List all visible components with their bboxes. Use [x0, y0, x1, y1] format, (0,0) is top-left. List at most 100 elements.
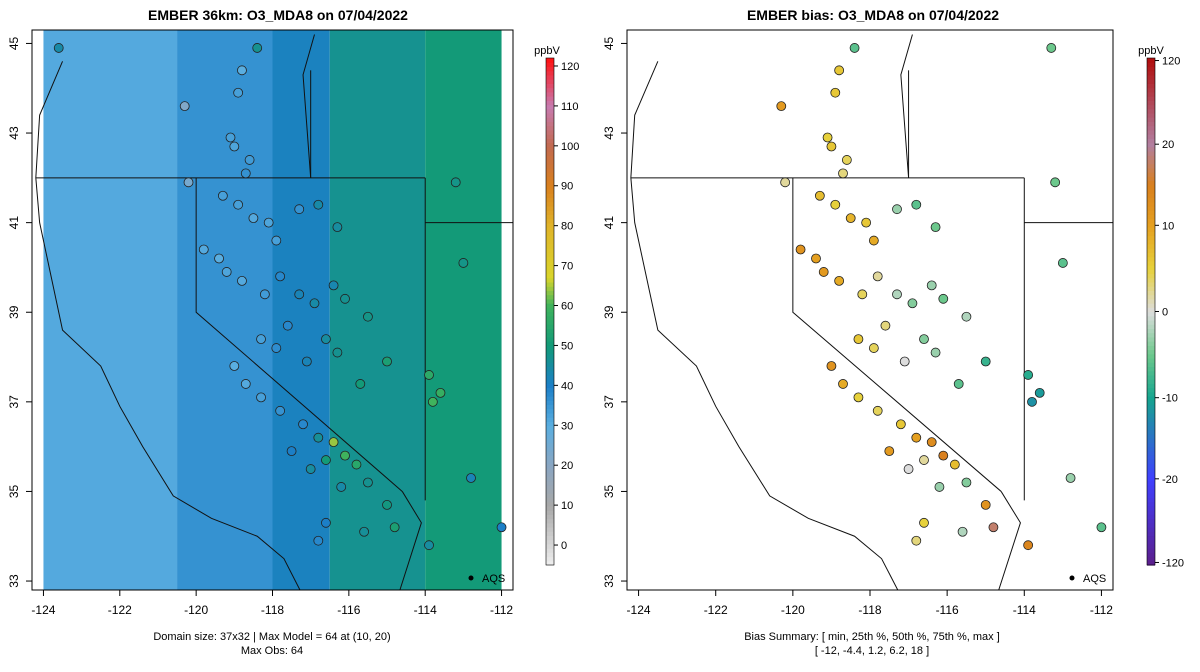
x-tick-label: -120: [781, 603, 805, 617]
site-marker: [938, 450, 949, 461]
colorbar-segment: [1147, 488, 1155, 494]
colorbar-segment: [546, 463, 554, 469]
colorbar-segment: [546, 349, 554, 355]
site-marker: [466, 473, 476, 483]
colorbar-segment: [546, 243, 554, 249]
colorbar-segment: [1147, 269, 1155, 275]
colorbar-tick-label: -20: [1162, 474, 1178, 486]
colorbar-segment: [546, 374, 554, 380]
colorbar-segment: [546, 543, 554, 549]
colorbar-tick-label: 20: [1162, 139, 1174, 151]
site-marker: [826, 141, 837, 152]
colorbar-segment: [1147, 146, 1155, 152]
site-marker: [332, 222, 343, 233]
colorbar-segment: [546, 526, 554, 532]
colorbar-segment: [546, 290, 554, 296]
colorbar-segment: [546, 96, 554, 101]
colorbar-segment: [1147, 497, 1155, 503]
site-marker: [849, 43, 860, 53]
site-marker: [911, 432, 922, 443]
site-marker: [340, 293, 350, 304]
colorbar-segment: [546, 205, 554, 211]
site-marker: [363, 311, 373, 322]
colorbar-segment: [546, 370, 554, 376]
colorbar-tick-label: 10: [561, 500, 573, 512]
colorbar-tick-label: -120: [1162, 557, 1184, 569]
colorbar-segment: [1147, 526, 1155, 532]
colorbar-segment: [1147, 328, 1155, 334]
grid-band: [425, 30, 502, 590]
colorbar-segment: [1147, 74, 1155, 80]
site-marker: [1096, 522, 1107, 533]
colorbar-segment: [1147, 100, 1155, 106]
site-marker: [424, 540, 434, 551]
site-marker: [271, 235, 282, 246]
colorbar-segment: [546, 450, 554, 456]
site-marker: [332, 347, 343, 358]
colorbar-segment: [1147, 345, 1155, 351]
y-tick-label: 41: [602, 216, 616, 230]
site-marker: [328, 437, 339, 448]
colorbar-segment: [546, 70, 554, 76]
colorbar-segment: [546, 294, 554, 300]
colorbar-frame: [545, 57, 555, 566]
colorbar-segment: [1147, 412, 1155, 418]
site-marker: [911, 535, 922, 546]
colorbar-segment: [1147, 163, 1155, 169]
colorbar-segment: [1147, 184, 1155, 190]
colorbar-tick-label: 90: [561, 181, 573, 193]
colorbar-segment: [546, 252, 554, 258]
colorbar-segment: [1147, 91, 1155, 97]
site-marker: [294, 204, 305, 215]
colorbar-segment: [1147, 150, 1155, 156]
colorbar-segment: [546, 493, 554, 498]
site-marker: [1046, 43, 1057, 53]
colorbar-segment: [1147, 535, 1155, 541]
colorbar-segment: [546, 311, 554, 317]
colorbar-segment: [546, 442, 554, 448]
colorbar-tick-label: 120: [561, 61, 579, 73]
colorbar-segment: [546, 146, 554, 152]
site-marker: [340, 450, 350, 461]
colorbar-segment: [1147, 197, 1155, 203]
site-marker: [818, 267, 829, 277]
colorbar-segment: [546, 480, 554, 486]
colorbar-segment: [1147, 205, 1155, 211]
colorbar-segment: [546, 315, 554, 321]
model-grid: [43, 30, 502, 590]
colorbar-segment: [546, 472, 554, 477]
y-tick-label: 33: [602, 574, 616, 588]
colorbar-segment: [546, 79, 554, 84]
bias-colorbar-label: ppbV: [1138, 45, 1164, 57]
y-tick-label: 35: [7, 484, 21, 498]
site-marker: [980, 356, 991, 367]
model-panel: EMBER 36km: O3_MDA8 on 07/04/2022 -124 -1…: [7, 7, 579, 657]
site-marker: [305, 464, 316, 474]
colorbar-segment: [1147, 167, 1155, 173]
colorbar-segment: [546, 150, 554, 156]
site-marker: [321, 517, 331, 528]
site-marker: [957, 526, 968, 537]
model-x-axis: -124 -122 -120 -118 -116 -114 -112: [31, 590, 513, 617]
colorbar-segment: [1147, 336, 1155, 342]
colorbar-segment: [546, 421, 554, 427]
model-colorbar: 0 10 20 30 40 50 60 70 80 90 100 110 120: [545, 57, 579, 566]
site-marker: [363, 477, 373, 488]
bias-aqs-legend: AQS: [1069, 573, 1106, 585]
site-marker: [930, 347, 941, 358]
colorbar-segment: [1147, 442, 1155, 448]
site-marker: [496, 522, 507, 533]
site-marker: [857, 289, 868, 300]
site-marker: [359, 526, 370, 537]
colorbar-tick-label: 110: [561, 101, 579, 113]
x-tick-label: -114: [414, 603, 437, 617]
site-marker: [895, 419, 906, 430]
colorbar-segment: [1147, 307, 1155, 313]
colorbar-segment: [546, 58, 554, 63]
colorbar-segment: [546, 121, 554, 127]
colorbar-segment: [546, 476, 554, 482]
colorbar-segment: [546, 357, 554, 363]
y-tick-label: 43: [7, 126, 21, 140]
colorbar-segment: [546, 167, 554, 173]
